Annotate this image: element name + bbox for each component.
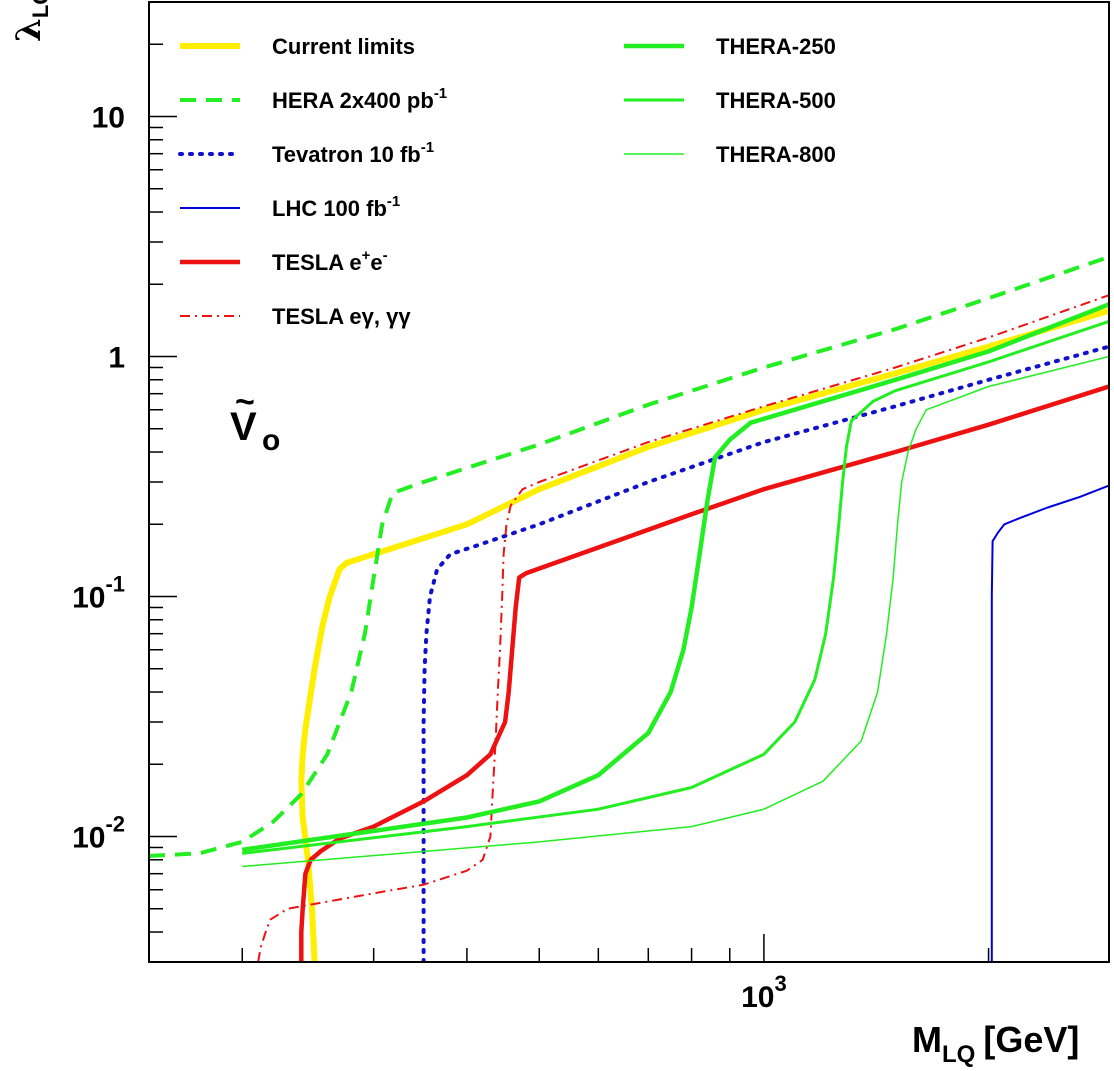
series-line-tesla_ee xyxy=(299,384,1109,962)
series-line-thera250 xyxy=(241,302,1109,853)
x-axis-label: MLQ [GeV] xyxy=(912,1019,1079,1068)
legend-item-tesla_eg: TESLA eγ, γγ xyxy=(180,304,411,329)
y-tick-label: 10 xyxy=(92,102,125,135)
legend-label: Current limits xyxy=(272,34,415,59)
y-tick-label: 1 xyxy=(108,342,125,375)
x-axis-label-sub: LQ xyxy=(942,1041,975,1068)
legend-item-tevatron: Tevatron 10 fb-1 xyxy=(178,139,434,167)
series-line-current xyxy=(298,307,1109,962)
y-axis-label-main: λ xyxy=(9,18,49,42)
x-tick-label: 103 xyxy=(741,971,787,1014)
x-axis-label-unit: [GeV] xyxy=(983,1019,1079,1060)
annotation-main: V xyxy=(230,405,257,449)
series-line-thera800 xyxy=(242,355,1109,868)
legend-item-current: Current limits xyxy=(180,34,415,59)
y-tick-label: 10-2 xyxy=(72,812,125,855)
axis-ticks xyxy=(149,1,990,963)
series-line-lhc xyxy=(990,484,1109,962)
legend-label: Tevatron 10 fb-1 xyxy=(272,139,434,167)
legend-label: THERA-800 xyxy=(716,142,836,167)
legend-label: TESLA e+e- xyxy=(272,247,388,275)
legend-label: THERA-250 xyxy=(716,34,836,59)
legend-label: THERA-500 xyxy=(716,88,836,113)
svg-text:λLQ: λLQ xyxy=(9,0,53,42)
legend-label: LHC 100 fb-1 xyxy=(272,193,400,221)
x-axis-label-main: M xyxy=(912,1019,942,1060)
legend-item-thera800: THERA-800 xyxy=(624,142,836,167)
legend-label: HERA 2x400 pb-1 xyxy=(272,85,447,113)
legend: Current limits HERA 2x400 pb-1 Tevatron 10… xyxy=(178,34,836,329)
y-axis-label-sub: LQ xyxy=(28,0,53,18)
tick-labels: 10-2 10-1 1 10 103 xyxy=(72,102,787,1014)
legend-item-hera: HERA 2x400 pb-1 xyxy=(180,85,447,113)
legend-item-thera250: THERA-250 xyxy=(624,34,836,59)
legend-label: TESLA eγ, γγ xyxy=(272,304,411,329)
curves-layer xyxy=(149,255,1109,962)
legend-item-thera500: THERA-500 xyxy=(624,88,836,113)
annotation-accent: ~ xyxy=(235,383,255,421)
annotation-sub: o xyxy=(262,424,280,457)
series-line-hera xyxy=(149,255,1109,858)
y-tick-label: 10-1 xyxy=(72,572,125,615)
annotation-vo: ~ V o xyxy=(230,383,280,457)
y-axis-label: λLQ xyxy=(9,0,53,42)
series-line-tevatron xyxy=(421,344,1109,962)
legend-item-lhc: LHC 100 fb-1 xyxy=(180,193,400,221)
legend-item-tesla_ee: TESLA e+e- xyxy=(180,247,388,275)
series-line-thera500 xyxy=(242,319,1109,855)
series-line-tesla_eg xyxy=(257,294,1109,962)
